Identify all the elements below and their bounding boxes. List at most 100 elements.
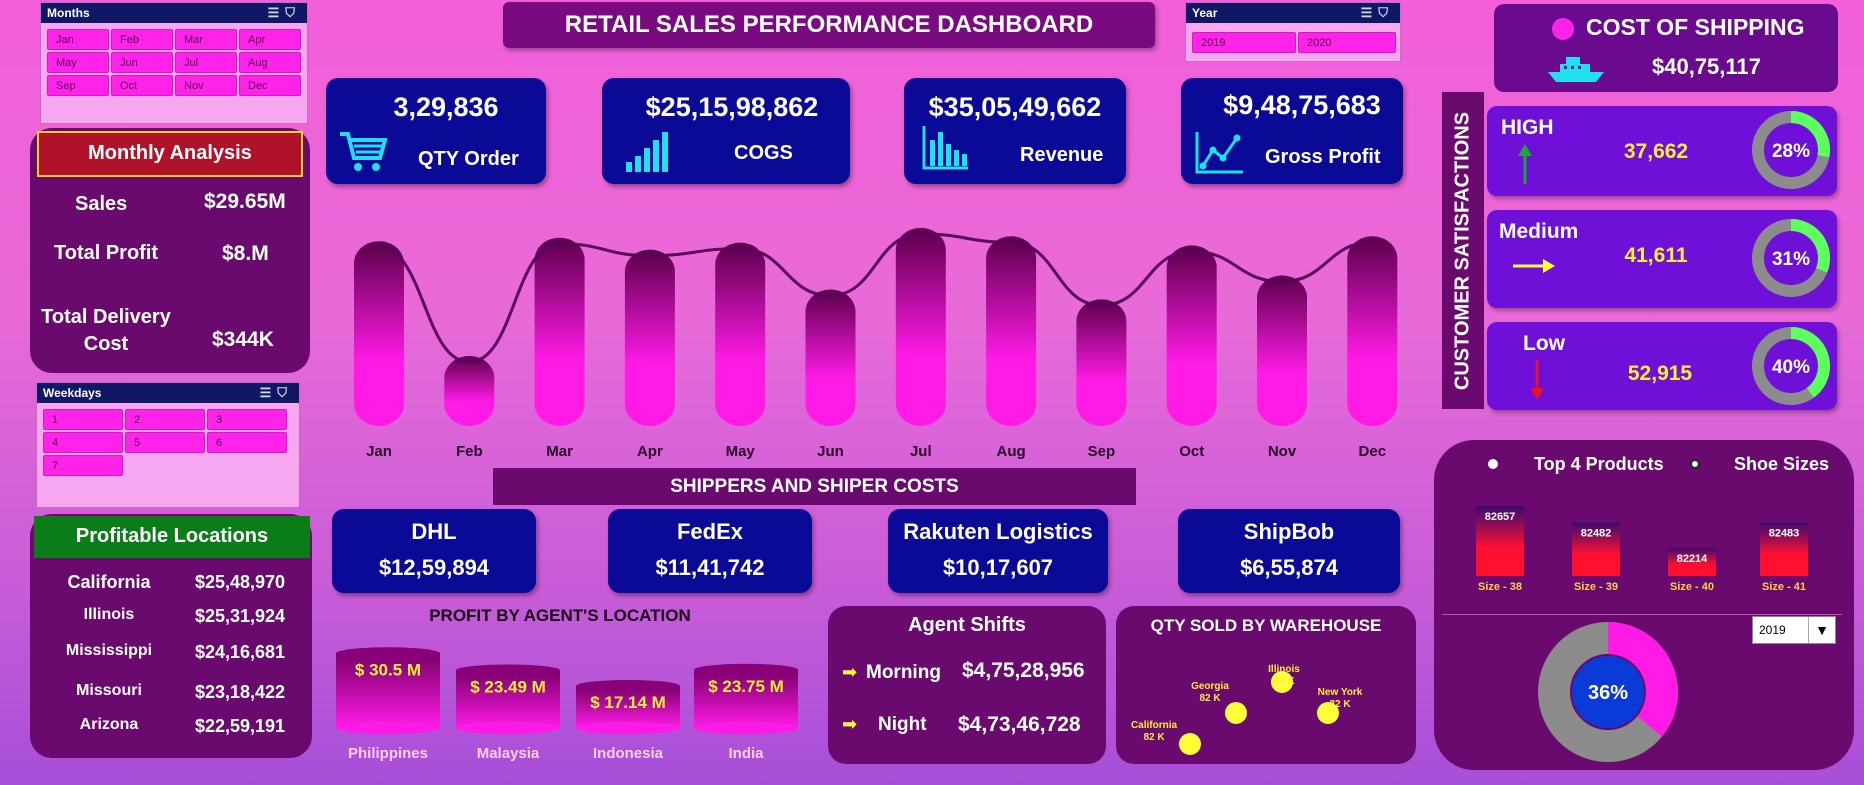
month-tick-label: Jun <box>817 443 844 460</box>
agent-location-tick-label: Malaysia <box>477 745 540 762</box>
month-item-aug[interactable]: Aug <box>239 52 301 73</box>
location-row: Illinois $25,31,924 <box>30 606 312 632</box>
shoe-size-data-label: 82483 <box>1769 527 1800 539</box>
month-item-jun[interactable]: Jun <box>111 52 173 73</box>
shoe-size-data-label: 82657 <box>1485 511 1516 523</box>
kpi-cogs-label: COGS <box>734 142 793 164</box>
line-chart-icon <box>1195 132 1243 174</box>
year-item-2020[interactable]: 2020 <box>1298 32 1396 53</box>
month-item-sep[interactable]: Sep <box>47 75 109 96</box>
month-bar <box>444 356 495 426</box>
shoe-size-bar <box>1668 547 1716 576</box>
shipper-cost: $6,55,874 <box>1240 555 1338 580</box>
shipping-value: $40,75,117 <box>1652 54 1761 79</box>
month-item-jan[interactable]: Jan <box>47 29 109 50</box>
year-select[interactable]: 2019 ▼ <box>1752 616 1836 644</box>
months-slicer-items: Jan Feb Mar Apr May Jun Jul Aug Sep Oct Nov Dec <box>41 23 307 123</box>
multi-select-icon[interactable]: ☰ <box>1360 5 1379 20</box>
clear-filter-icon[interactable]: ⛉ <box>277 385 293 400</box>
year-slicer-header: Year ☰⛉ <box>1186 3 1400 23</box>
month-bar <box>354 241 404 426</box>
month-tick-label: Apr <box>637 443 663 460</box>
ship-icon <box>1548 57 1604 82</box>
customer-satisfaction-banner: CUSTOMER SATISFACTIONS <box>1442 92 1484 409</box>
shoe-size-data-label: 82482 <box>1581 528 1612 540</box>
warehouse-point-value: 82 K <box>1199 693 1221 704</box>
location-name: California <box>67 572 151 592</box>
agent-location-bar-top <box>576 680 680 693</box>
warehouse-point-name: New York <box>1318 687 1363 698</box>
agent-location-data-label: $ 23.49 M <box>470 677 546 696</box>
month-tick-label: Dec <box>1359 443 1387 460</box>
month-item-dec[interactable]: Dec <box>239 75 301 96</box>
shoe-size-data-label: 82214 <box>1677 553 1708 565</box>
agent-location-bar-top <box>456 664 560 677</box>
bar-chart-icon <box>922 126 968 170</box>
shoe-sizes-legend: Shoe Sizes <box>1734 454 1830 474</box>
legend-dot-icon <box>1552 18 1574 40</box>
location-row: Missouri $23,18,422 <box>30 682 312 708</box>
year-select-value: 2019 <box>1759 623 1786 637</box>
shipper-cost: $12,59,894 <box>378 555 490 580</box>
month-bar <box>624 249 675 426</box>
month-item-feb[interactable]: Feb <box>111 29 173 50</box>
weekday-item-5[interactable]: 5 <box>125 432 205 453</box>
kpi-revenue-label: Revenue <box>1020 144 1104 166</box>
kpi-cogs: $25,15,98,862 COGS <box>602 78 850 184</box>
clear-filter-icon[interactable]: ⛉ <box>285 5 301 20</box>
month-tick-label: Nov <box>1268 443 1297 460</box>
satisfaction-pct: 31% <box>1772 249 1810 270</box>
clear-filter-icon[interactable]: ⛉ <box>1378 5 1394 20</box>
month-tick-label: Sep <box>1088 443 1116 460</box>
down-arrow-icon <box>1530 360 1544 400</box>
multi-select-icon[interactable]: ☰ <box>267 5 286 20</box>
year-item-2019[interactable]: 2019 <box>1192 32 1296 53</box>
month-item-mar[interactable]: Mar <box>175 29 237 50</box>
shipper-card-shipbob: ShipBob $6,55,874 <box>1178 509 1400 593</box>
month-item-apr[interactable]: Apr <box>239 29 301 50</box>
profitable-locations-header: Profitable Locations <box>34 516 310 558</box>
warehouse-point <box>1179 733 1201 755</box>
chevron-down-icon[interactable]: ▼ <box>1808 617 1835 643</box>
weekday-item-6[interactable]: 6 <box>207 432 287 453</box>
month-bar <box>534 237 585 426</box>
weekday-item-2[interactable]: 2 <box>125 409 205 430</box>
shipper-name: FedEx <box>676 519 744 544</box>
warehouse-point-name: California <box>1131 720 1178 731</box>
month-item-jul[interactable]: Jul <box>175 52 237 73</box>
month-item-oct[interactable]: Oct <box>111 75 173 96</box>
month-bar <box>715 242 766 426</box>
top-products-panel: Top 4 Products Shoe Sizes 82657 Size - 38… <box>1434 440 1854 770</box>
month-tick-label: Jul <box>910 443 932 460</box>
satisfaction-card-medium: Medium 41,611 31% <box>1487 210 1837 308</box>
shoe-size-bar <box>1760 522 1808 576</box>
location-value: $25,48,970 <box>194 572 286 592</box>
kpi-cogs-value: $25,15,98,862 <box>645 92 819 122</box>
cost-of-shipping-panel: COST OF SHIPPING $40,75,117 <box>1494 4 1838 92</box>
shippers-title-banner: SHIPPERS AND SHIPER COSTS <box>493 468 1136 505</box>
warehouse-panel: QTY SOLD BY WAREHOUSE California 82 K Geor… <box>1116 606 1416 764</box>
weekdays-slicer-title: Weekdays <box>43 386 102 400</box>
weekday-item-7[interactable]: 7 <box>43 455 123 476</box>
agent-location-bar-top <box>694 663 798 676</box>
multi-select-icon[interactable]: ☰ <box>259 385 278 400</box>
weekday-item-3[interactable]: 3 <box>207 409 287 430</box>
location-value: $25,31,924 <box>194 606 286 626</box>
cart-icon <box>340 132 388 171</box>
kpi-qty-order-value: 3,29,836 <box>393 92 499 122</box>
weekday-item-1[interactable]: 1 <box>43 409 123 430</box>
month-bar <box>986 236 1037 426</box>
agent-location-bar-base <box>456 722 560 734</box>
month-item-may[interactable]: May <box>47 52 109 73</box>
month-item-nov[interactable]: Nov <box>175 75 237 96</box>
satisfaction-label: Medium <box>1499 220 1579 243</box>
shippers-title: SHIPPERS AND SHIPER COSTS <box>670 476 959 497</box>
shoe-size-tick-label: Size - 40 <box>1670 581 1714 590</box>
agent-location-data-label: $ 23.75 M <box>708 677 784 696</box>
shipper-cost: $11,41,742 <box>655 555 765 580</box>
agent-location-bar-base <box>694 722 798 734</box>
shipper-card-dhl: DHL $12,59,894 <box>332 509 536 593</box>
warehouse-point-name: Illinois <box>1268 664 1300 675</box>
shipper-name: ShipBob <box>1243 519 1335 544</box>
weekday-item-4[interactable]: 4 <box>43 432 123 453</box>
